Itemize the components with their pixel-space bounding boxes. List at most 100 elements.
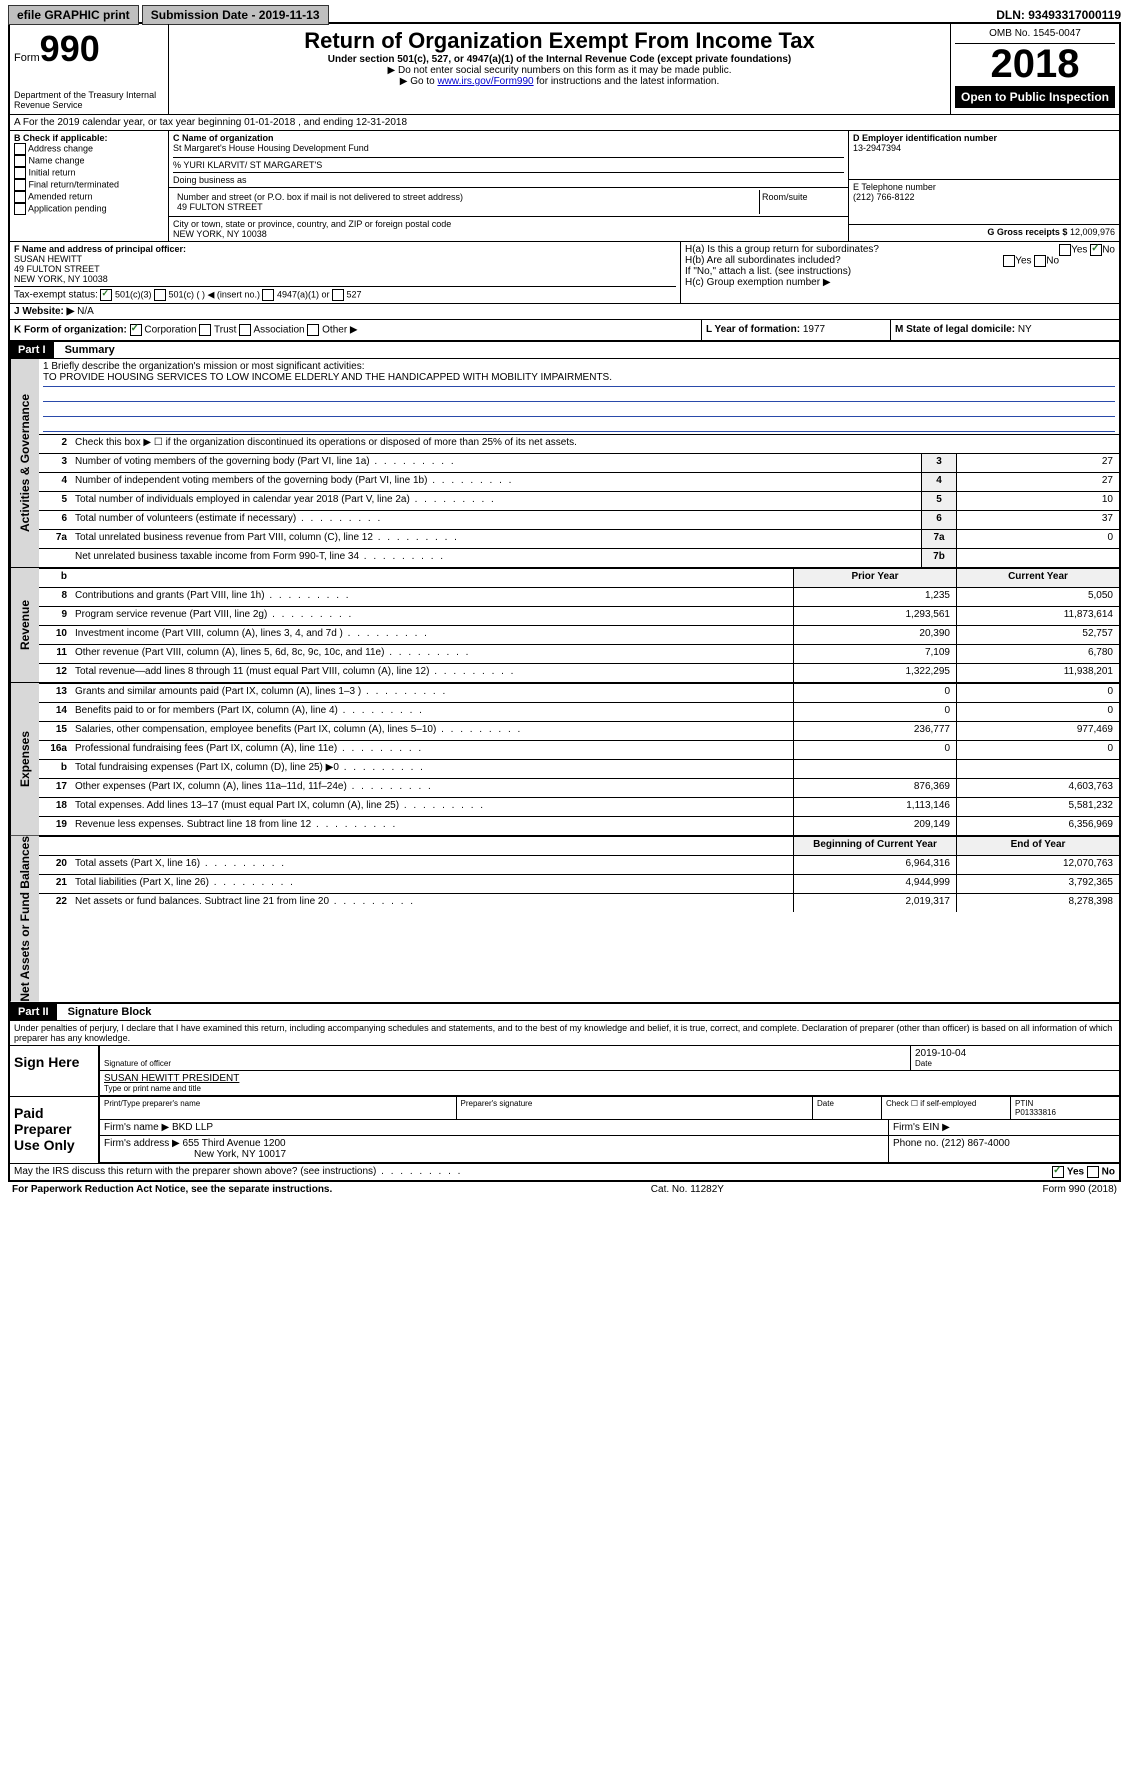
prior-value: 6,964,316 bbox=[793, 856, 956, 874]
value-cell: 27 bbox=[956, 473, 1119, 491]
cat-number: Cat. No. 11282Y bbox=[651, 1184, 724, 1195]
irs-link[interactable]: www.irs.gov/Form990 bbox=[437, 76, 533, 87]
form-title: Return of Organization Exempt From Incom… bbox=[173, 28, 946, 54]
form-subtitle: Under section 501(c), 527, or 4947(a)(1)… bbox=[173, 54, 946, 65]
table-row: Number of independent voting members of … bbox=[71, 473, 921, 491]
street-value: 49 FULTON STREET bbox=[177, 202, 755, 212]
side-label-netassets: Net Assets or Fund Balances bbox=[10, 836, 39, 1002]
discuss-no-checkbox[interactable] bbox=[1087, 1166, 1099, 1178]
part1-header: Part I bbox=[10, 342, 54, 358]
dba-label: Doing business as bbox=[173, 172, 844, 185]
officer-name: SUSAN HEWITT bbox=[14, 254, 676, 264]
end-year-header: End of Year bbox=[956, 837, 1119, 855]
prior-value: 236,777 bbox=[793, 722, 956, 740]
table-row: Grants and similar amounts paid (Part IX… bbox=[71, 684, 793, 702]
table-row: Program service revenue (Part VIII, line… bbox=[71, 607, 793, 625]
discuss-question: May the IRS discuss this return with the… bbox=[14, 1166, 376, 1177]
line2-text: Check this box ▶ ☐ if the organization d… bbox=[71, 435, 1119, 453]
prior-value: 209,149 bbox=[793, 817, 956, 835]
efile-button[interactable]: efile GRAPHIC print bbox=[8, 5, 139, 25]
website-row: J Website: ▶ N/A bbox=[10, 304, 1119, 320]
prior-value: 4,944,999 bbox=[793, 875, 956, 893]
ein-label: D Employer identification number bbox=[853, 133, 1115, 143]
current-value: 11,873,614 bbox=[956, 607, 1119, 625]
form-of-org: K Form of organization: Corporation Trus… bbox=[10, 320, 701, 340]
org-name: St Margaret's House Housing Development … bbox=[173, 143, 844, 153]
table-row: Total unrelated business revenue from Pa… bbox=[71, 530, 921, 548]
prior-value: 1,235 bbox=[793, 588, 956, 606]
begin-year-header: Beginning of Current Year bbox=[793, 837, 956, 855]
table-row: Net unrelated business taxable income fr… bbox=[71, 549, 921, 567]
instructions-link-line: ▶ Go to www.irs.gov/Form990 for instruct… bbox=[173, 76, 946, 87]
value-cell: 10 bbox=[956, 492, 1119, 510]
dln-text: DLN: 93493317000119 bbox=[996, 8, 1121, 22]
table-row: Total revenue—add lines 8 through 11 (mu… bbox=[71, 664, 793, 682]
current-value: 0 bbox=[956, 684, 1119, 702]
firm-address: 655 Third Avenue 1200 bbox=[183, 1138, 286, 1149]
table-row: Other revenue (Part VIII, column (A), li… bbox=[71, 645, 793, 663]
side-label-governance: Activities & Governance bbox=[10, 359, 39, 567]
gross-receipts-value: 12,009,976 bbox=[1070, 227, 1115, 237]
table-row: Total assets (Part X, line 16) bbox=[71, 856, 793, 874]
prior-value: 1,113,146 bbox=[793, 798, 956, 816]
paperwork-notice: For Paperwork Reduction Act Notice, see … bbox=[12, 1184, 332, 1195]
phone-label: E Telephone number bbox=[853, 182, 1115, 192]
table-row: Total number of individuals employed in … bbox=[71, 492, 921, 510]
discuss-yes-checkbox[interactable] bbox=[1052, 1166, 1064, 1178]
value-cell bbox=[956, 549, 1119, 567]
table-row: Total liabilities (Part X, line 26) bbox=[71, 875, 793, 893]
firm-phone: Phone no. (212) 867-4000 bbox=[889, 1136, 1119, 1162]
current-value: 3,792,365 bbox=[956, 875, 1119, 893]
perjury-statement: Under penalties of perjury, I declare th… bbox=[10, 1021, 1119, 1045]
current-value: 0 bbox=[956, 741, 1119, 759]
current-value: 5,581,232 bbox=[956, 798, 1119, 816]
year-formation: L Year of formation: 1977 bbox=[701, 320, 890, 340]
part2-header: Part II bbox=[10, 1004, 57, 1020]
value-cell: 37 bbox=[956, 511, 1119, 529]
table-row: Benefits paid to or for members (Part IX… bbox=[71, 703, 793, 721]
mission-text: TO PROVIDE HOUSING SERVICES TO LOW INCOM… bbox=[43, 372, 1115, 387]
mission-label: 1 Briefly describe the organization's mi… bbox=[43, 361, 1115, 372]
ssn-warning: ▶ Do not enter social security numbers o… bbox=[173, 65, 946, 76]
officer-city: NEW YORK, NY 10038 bbox=[14, 274, 676, 284]
501c3-checkbox[interactable] bbox=[100, 289, 112, 301]
firm-name: BKD LLP bbox=[172, 1122, 213, 1133]
prior-value: 0 bbox=[793, 684, 956, 702]
current-value: 52,757 bbox=[956, 626, 1119, 644]
current-value: 12,070,763 bbox=[956, 856, 1119, 874]
table-row: Net assets or fund balances. Subtract li… bbox=[71, 894, 793, 912]
prior-value bbox=[793, 760, 956, 778]
side-label-expenses: Expenses bbox=[10, 683, 39, 835]
ein-value: 13-2947394 bbox=[853, 143, 1115, 153]
current-value: 0 bbox=[956, 703, 1119, 721]
current-year-header: Current Year bbox=[956, 569, 1119, 587]
phone-value: (212) 766-8122 bbox=[853, 192, 1115, 202]
tax-year-range: A For the 2019 calendar year, or tax yea… bbox=[10, 115, 1119, 131]
prior-value: 1,322,295 bbox=[793, 664, 956, 682]
form-footer: Form 990 (2018) bbox=[1043, 1184, 1117, 1195]
value-cell: 0 bbox=[956, 530, 1119, 548]
officer-street: 49 FULTON STREET bbox=[14, 264, 676, 274]
org-name-label: C Name of organization bbox=[173, 133, 844, 143]
subordinates-question: H(b) Are all subordinates included? Yes … bbox=[685, 255, 1115, 266]
part1-title: Summary bbox=[57, 342, 123, 358]
submission-date-button[interactable]: Submission Date - 2019-11-13 bbox=[142, 5, 329, 25]
table-row: Contributions and grants (Part VIII, lin… bbox=[71, 588, 793, 606]
current-value: 977,469 bbox=[956, 722, 1119, 740]
officer-label: F Name and address of principal officer: bbox=[14, 244, 676, 254]
ptin-value: P01333816 bbox=[1015, 1108, 1056, 1117]
table-row: Number of voting members of the governin… bbox=[71, 454, 921, 472]
prior-value: 876,369 bbox=[793, 779, 956, 797]
table-row: Salaries, other compensation, employee b… bbox=[71, 722, 793, 740]
prior-value: 20,390 bbox=[793, 626, 956, 644]
current-value: 4,603,763 bbox=[956, 779, 1119, 797]
table-row: Other expenses (Part IX, column (A), lin… bbox=[71, 779, 793, 797]
current-value: 6,356,969 bbox=[956, 817, 1119, 835]
current-value: 6,780 bbox=[956, 645, 1119, 663]
current-value: 11,938,201 bbox=[956, 664, 1119, 682]
side-label-revenue: Revenue bbox=[10, 568, 39, 682]
prior-year-header: Prior Year bbox=[793, 569, 956, 587]
prior-value: 1,293,561 bbox=[793, 607, 956, 625]
table-row: Investment income (Part VIII, column (A)… bbox=[71, 626, 793, 644]
gross-receipts-label: G Gross receipts $ bbox=[987, 227, 1067, 237]
